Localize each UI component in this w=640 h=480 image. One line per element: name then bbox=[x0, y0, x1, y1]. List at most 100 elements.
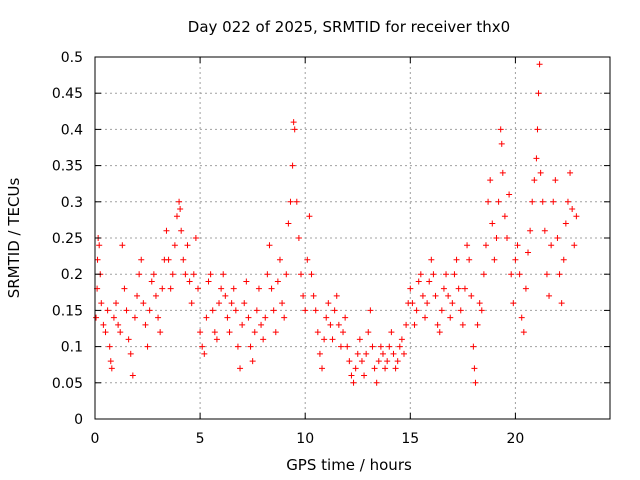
data-point bbox=[487, 177, 494, 184]
data-point bbox=[255, 285, 262, 292]
data-point bbox=[127, 350, 134, 357]
data-point bbox=[571, 242, 578, 249]
data-point bbox=[190, 271, 197, 278]
data-point bbox=[232, 307, 239, 314]
data-point bbox=[546, 292, 553, 299]
data-point bbox=[348, 372, 355, 379]
data-point bbox=[413, 307, 420, 314]
data-point bbox=[108, 365, 115, 372]
data-point bbox=[323, 314, 330, 321]
data-point bbox=[390, 350, 397, 357]
data-point bbox=[251, 329, 258, 336]
data-point bbox=[146, 307, 153, 314]
data-point bbox=[290, 119, 297, 126]
data-point bbox=[379, 350, 386, 357]
data-point bbox=[386, 343, 393, 350]
data-point bbox=[432, 292, 439, 299]
data-point bbox=[295, 235, 302, 241]
data-point bbox=[434, 321, 441, 328]
data-point bbox=[337, 343, 344, 350]
data-point bbox=[522, 285, 529, 292]
data-point bbox=[279, 300, 286, 307]
data-point bbox=[98, 300, 105, 307]
data-point bbox=[476, 300, 483, 307]
data-point bbox=[340, 329, 347, 336]
data-point bbox=[276, 256, 283, 263]
data-point bbox=[249, 358, 256, 365]
data-point bbox=[466, 256, 473, 263]
data-point bbox=[333, 292, 340, 299]
data-point bbox=[520, 329, 527, 336]
data-point bbox=[266, 242, 273, 249]
data-point bbox=[125, 336, 132, 343]
data-point bbox=[363, 350, 370, 357]
data-point bbox=[426, 278, 433, 285]
data-point bbox=[352, 365, 359, 372]
data-point bbox=[331, 307, 338, 314]
data-point bbox=[157, 329, 164, 336]
data-point bbox=[203, 314, 210, 321]
data-point bbox=[471, 365, 478, 372]
data-point bbox=[415, 278, 422, 285]
data-point bbox=[107, 358, 114, 365]
y-tick-label: 0.05 bbox=[52, 376, 83, 392]
data-point bbox=[472, 379, 479, 386]
data-point bbox=[327, 321, 334, 328]
data-point bbox=[369, 343, 376, 350]
data-point bbox=[558, 300, 565, 307]
data-point bbox=[335, 321, 342, 328]
data-point bbox=[199, 343, 206, 350]
data-point bbox=[115, 321, 122, 328]
data-point bbox=[163, 227, 170, 234]
data-point bbox=[253, 307, 260, 314]
data-point bbox=[121, 285, 128, 292]
data-point bbox=[230, 285, 237, 292]
data-point bbox=[165, 256, 172, 263]
data-point bbox=[457, 307, 464, 314]
data-point bbox=[178, 227, 185, 234]
data-point bbox=[285, 220, 292, 227]
data-point bbox=[474, 321, 481, 328]
data-point bbox=[169, 271, 176, 278]
data-point bbox=[512, 256, 519, 263]
data-point bbox=[171, 242, 178, 249]
data-point bbox=[264, 271, 271, 278]
data-point bbox=[516, 271, 523, 278]
data-point bbox=[550, 198, 557, 205]
y-tick-label: 0.15 bbox=[52, 303, 83, 319]
data-point bbox=[274, 278, 281, 285]
data-point bbox=[300, 292, 307, 299]
data-point bbox=[548, 242, 555, 249]
data-point bbox=[173, 213, 180, 220]
data-point bbox=[270, 307, 277, 314]
x-axis-label: GPS time / hours bbox=[286, 456, 412, 474]
data-point bbox=[377, 343, 384, 350]
data-point bbox=[438, 307, 445, 314]
data-point bbox=[573, 213, 580, 220]
data-point bbox=[424, 300, 431, 307]
data-point bbox=[211, 329, 218, 336]
x-tick-label: 0 bbox=[91, 431, 100, 447]
data-point bbox=[283, 271, 290, 278]
data-point bbox=[176, 198, 183, 205]
data-point bbox=[258, 321, 265, 328]
data-point bbox=[298, 271, 304, 278]
x-tick-label: 10 bbox=[296, 431, 314, 447]
y-axis-label: SRMTID / TECUs bbox=[5, 178, 23, 299]
data-point bbox=[514, 242, 521, 249]
data-point bbox=[554, 235, 561, 241]
data-point bbox=[184, 242, 191, 249]
axis-ticks: 0 5 10 15 20 0 0.05 0.1 0.15 0.2 0.25 0.3 0.35 0.4 0.4… bbox=[52, 50, 610, 447]
data-point bbox=[478, 307, 485, 314]
data-point bbox=[447, 314, 454, 321]
data-point bbox=[306, 213, 313, 220]
data-point bbox=[468, 292, 475, 299]
data-point bbox=[272, 329, 279, 336]
data-point bbox=[136, 271, 143, 278]
data-point bbox=[195, 285, 201, 292]
data-point bbox=[186, 278, 193, 285]
grid-lines bbox=[95, 57, 610, 419]
data-point bbox=[321, 336, 328, 343]
data-point bbox=[293, 198, 300, 205]
data-point bbox=[535, 90, 542, 97]
